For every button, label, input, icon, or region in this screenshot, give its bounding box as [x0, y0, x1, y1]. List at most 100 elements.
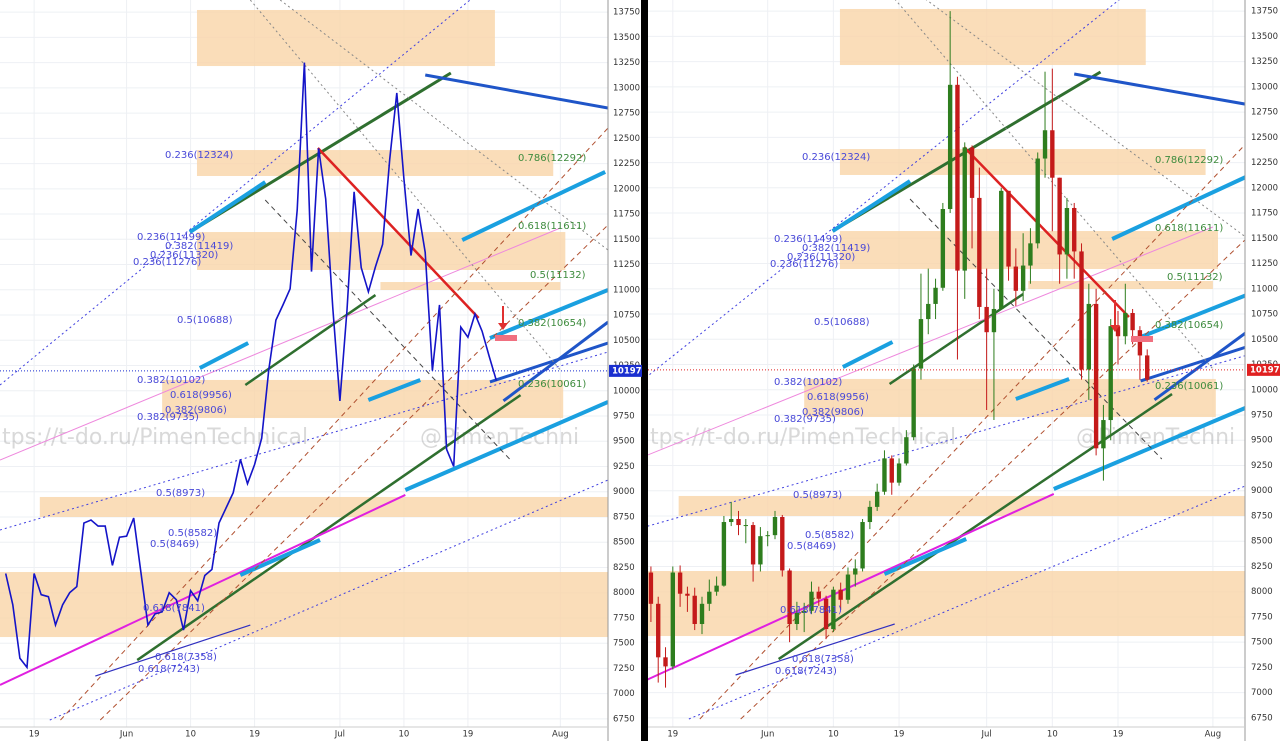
fib-label: 0.382(11419): [165, 241, 233, 252]
trend-line: [99, 224, 608, 721]
x-tick-label: 19: [462, 730, 473, 740]
candle-body: [947, 84, 953, 210]
candle-body: [874, 491, 880, 507]
trend-line: [894, 0, 1214, 370]
candle-body: [955, 84, 960, 271]
trend-line: [831, 179, 912, 233]
y-tick-label: 12000: [613, 184, 640, 194]
y-tick-label: 7750: [1251, 612, 1273, 622]
trend-line: [0, 227, 561, 461]
trend-line: [883, 537, 967, 576]
y-tick-label: 7500: [1251, 638, 1273, 648]
fib-label: 0.382(9735): [774, 414, 836, 425]
fib-label: 0.236(11276): [133, 257, 201, 268]
trend-line: [1139, 293, 1245, 339]
candle-body: [1145, 355, 1150, 380]
y-tick-label: 10000: [613, 386, 640, 396]
candle-body: [692, 595, 697, 625]
fib-label: 0.618(11611): [1155, 223, 1223, 234]
zone: [39, 496, 608, 517]
y-tick-label: 9500: [613, 437, 635, 447]
fib-label: 0.5(11132): [1167, 272, 1223, 283]
candle-body: [991, 308, 997, 333]
candle-body: [1057, 177, 1062, 255]
candle-body: [1086, 303, 1092, 370]
candle-body: [707, 591, 712, 604]
zone: [839, 8, 1146, 66]
candle-body: [977, 197, 982, 307]
fib-label: 0.236(11499): [137, 232, 205, 243]
y-tick-label: 7000: [613, 689, 635, 699]
candle-body: [685, 593, 690, 596]
x-tick-label: 19: [1113, 730, 1124, 740]
y-tick-label: 8500: [613, 538, 635, 548]
y-tick-label: 10750: [613, 311, 640, 321]
candle-body: [699, 603, 705, 625]
y-tick-label: 7500: [613, 639, 635, 649]
trend-line: [1073, 72, 1245, 106]
candle-body: [1028, 243, 1033, 266]
y-tick-label: 13000: [613, 83, 640, 93]
candle-body: [1064, 208, 1070, 255]
y-tick-label: 12000: [1251, 183, 1278, 193]
candle-body: [1020, 265, 1026, 291]
candle-body: [933, 287, 938, 304]
y-tick-label: 12250: [613, 159, 640, 169]
watermark: tps://t-do.ru/PimenTechnical: [650, 425, 956, 450]
candle-body: [911, 368, 916, 438]
candle-body: [721, 522, 727, 586]
candle-body: [838, 589, 843, 600]
x-tick-label: 10: [398, 730, 409, 740]
y-tick-label: 8000: [613, 588, 635, 598]
y-tick-label: 10000: [1251, 385, 1278, 395]
y-tick-label: 11250: [613, 260, 640, 270]
candle-body: [1108, 326, 1113, 421]
panel-divider: [641, 0, 648, 741]
y-tick-label: 11000: [1251, 284, 1278, 294]
fib-label: 0.618(9956): [807, 392, 869, 403]
zone: [196, 9, 495, 67]
fib-label: 0.382(11419): [802, 243, 870, 254]
y-tick-label: 7250: [613, 664, 635, 674]
y-tick-label: 6750: [1251, 713, 1273, 723]
candle-body: [729, 518, 734, 523]
y-tick-label: 11750: [1251, 209, 1278, 219]
fib-label: 0.618(7358): [792, 654, 854, 665]
last-price-box: [1247, 363, 1280, 376]
candle-body: [860, 522, 865, 569]
fib-label: 0.382(9806): [802, 407, 864, 418]
candle-body: [794, 612, 800, 625]
x-tick-label: Jul: [334, 730, 345, 740]
candle-body: [831, 589, 836, 630]
y-tick-label: 8250: [613, 563, 635, 573]
candle-body: [714, 585, 719, 592]
candle-body: [1050, 130, 1055, 178]
candle-body: [801, 610, 807, 613]
trend-line: [404, 400, 608, 492]
trend-line: [95, 624, 251, 677]
fib-label: 0.5(10688): [177, 315, 233, 326]
x-tick-label: 10: [185, 730, 196, 740]
candle-body: [780, 516, 785, 571]
candle-body: [969, 147, 975, 198]
y-tick-label: 12500: [1251, 133, 1278, 143]
arrow-head: [498, 323, 508, 330]
candle-body: [648, 572, 654, 604]
fib-label: 0.236(11320): [150, 250, 218, 261]
candle-body: [984, 306, 989, 333]
fib-label: 0.618(7841): [143, 603, 205, 614]
candle-body: [765, 535, 770, 537]
trend-line: [648, 493, 1055, 681]
trend-line: [0, 351, 608, 531]
candle-body: [743, 525, 748, 527]
plot-area: tps://t-do.ru/PimenTechnical @PimenTechni…: [648, 0, 1245, 727]
trend-line: [244, 294, 377, 387]
y-tick-label: 13000: [1251, 82, 1278, 92]
candle-body: [823, 598, 829, 630]
x-tick-label: Aug: [1205, 730, 1222, 740]
fib-label: 0.618(7358): [155, 652, 217, 663]
y-tick-label: 13500: [1251, 32, 1278, 42]
trend-line: [489, 341, 608, 384]
trend-line: [279, 0, 608, 251]
trend-line: [1111, 175, 1245, 241]
